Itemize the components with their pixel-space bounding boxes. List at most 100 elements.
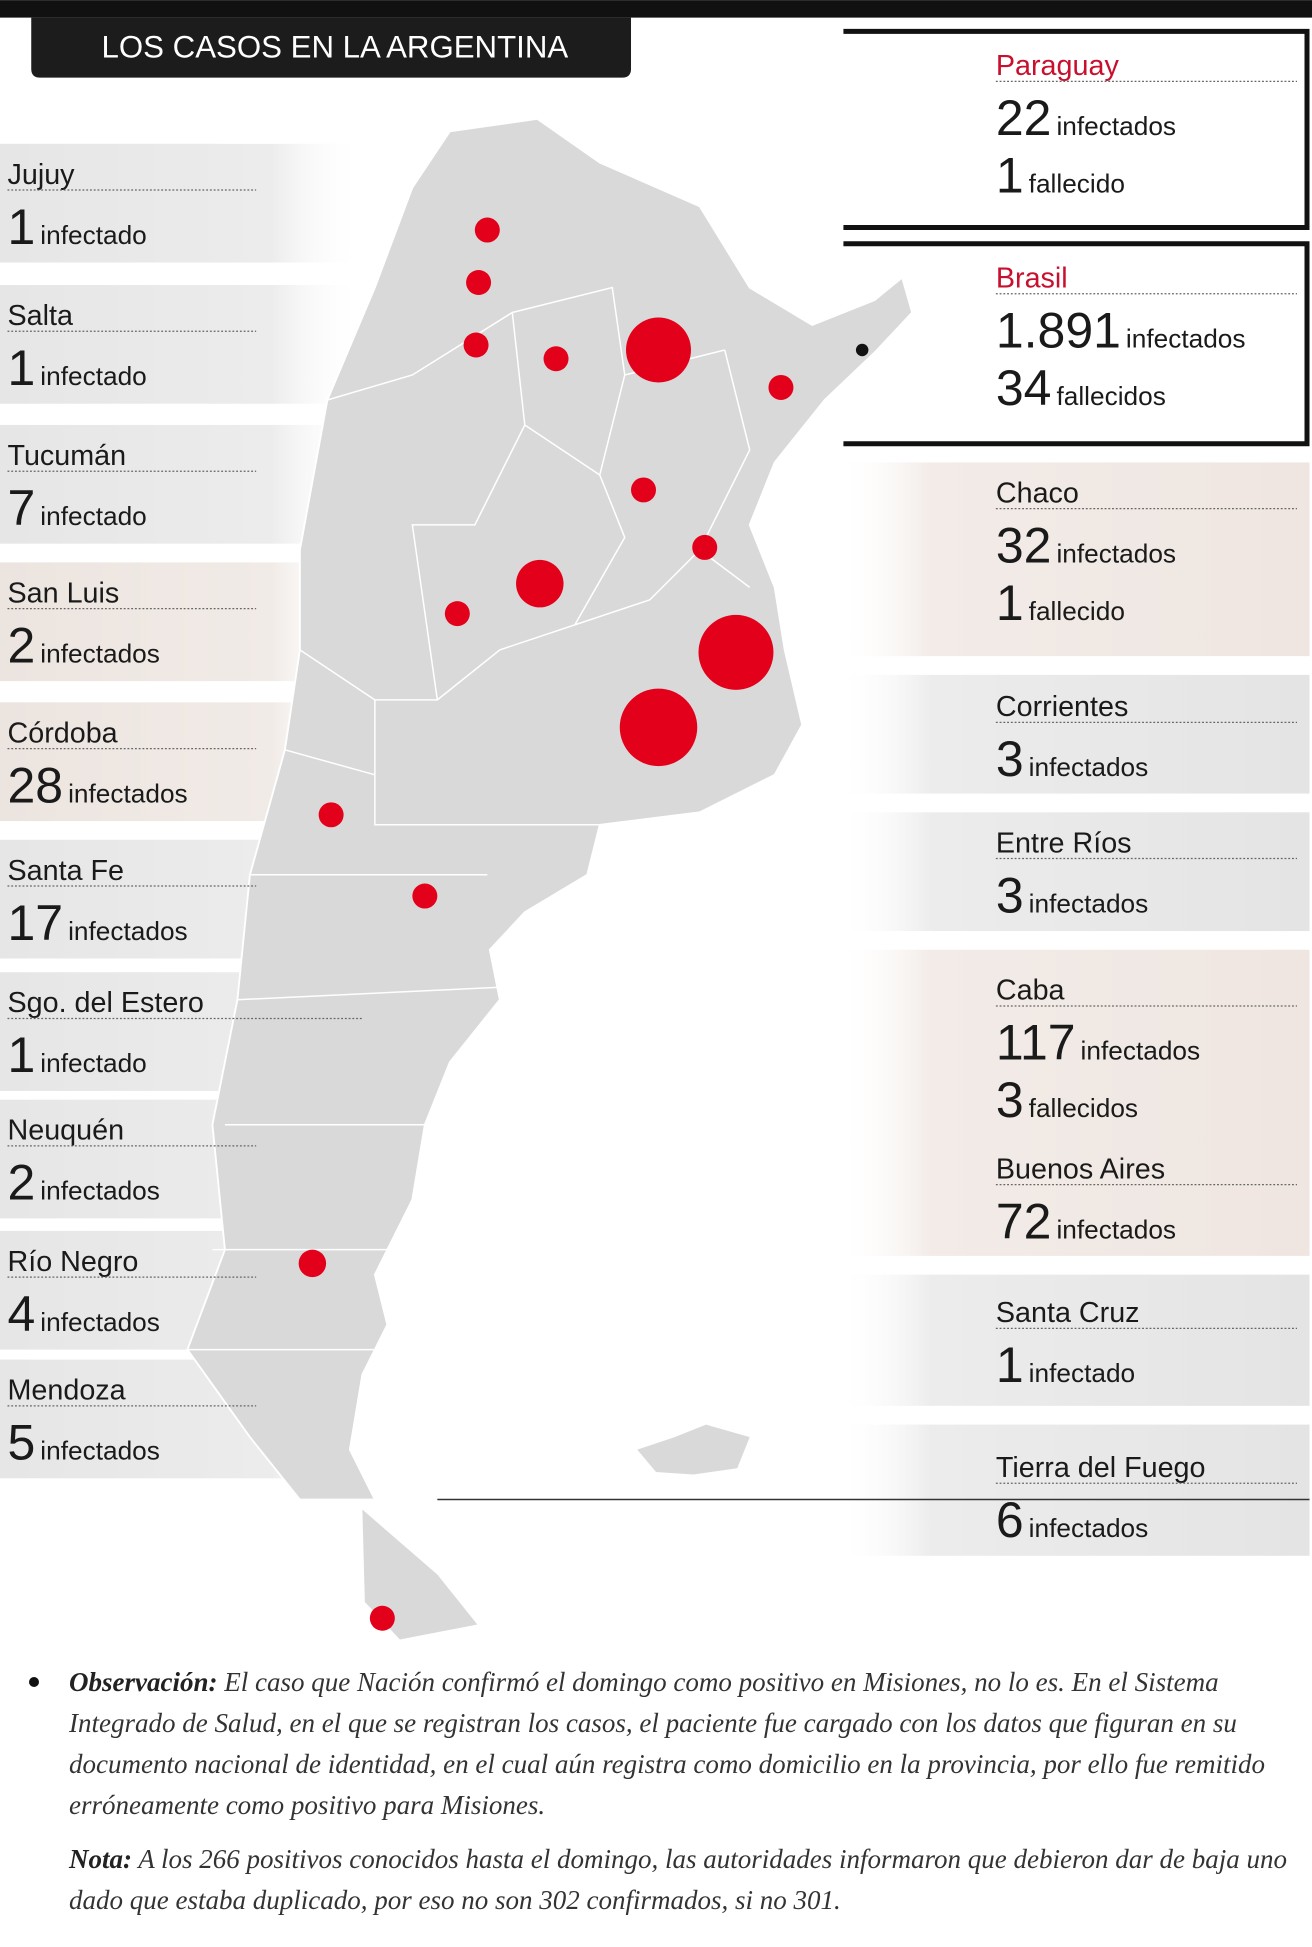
unit: infectados: [1056, 1214, 1176, 1244]
unit: fallecido: [1029, 169, 1125, 199]
note-label: Observación:: [69, 1667, 218, 1697]
count: 3: [996, 731, 1024, 787]
case-circle: [626, 317, 691, 383]
case-circle: [698, 614, 774, 690]
unit: infectado: [40, 361, 146, 391]
count-line: 22 infectados: [996, 90, 1176, 146]
panel-bg: [837, 674, 1310, 794]
panel-bg: [837, 243, 1310, 444]
count-line: 7 infectado: [7, 480, 146, 536]
count: 5: [7, 1415, 35, 1471]
case-circle: [619, 688, 698, 767]
province-name: Mendoza: [7, 1375, 125, 1407]
note: Observación: El caso que Nación confirmó…: [29, 1662, 1299, 1826]
case-circle: [466, 270, 492, 296]
province-name: Salta: [7, 300, 72, 332]
case-circle: [463, 332, 489, 358]
count-line: 72 infectados: [996, 1193, 1176, 1249]
unit: infectados: [1126, 323, 1246, 353]
count: 2: [7, 1155, 35, 1211]
count-line: 1 fallecido: [996, 575, 1125, 631]
note-label: Nota:: [69, 1844, 132, 1874]
count-line: 6 infectados: [996, 1492, 1148, 1548]
unit: infectados: [40, 1176, 160, 1206]
province-name: Sgo. del Estero: [7, 987, 203, 1019]
argentina-map: [186, 117, 914, 1501]
unit: infectados: [40, 638, 160, 668]
count-line: 1 fallecido: [996, 148, 1125, 204]
case-circle: [516, 559, 564, 608]
islands-map: [637, 1424, 750, 1475]
region-name: Corrientes: [996, 691, 1128, 723]
panel-bg: [837, 812, 1310, 932]
unit: fallecidos: [1029, 1093, 1138, 1123]
count-line: 17 infectados: [7, 895, 187, 951]
count: 1: [7, 1027, 35, 1083]
count: 4: [7, 1286, 35, 1342]
count: 3: [996, 1072, 1024, 1128]
count: 1: [996, 575, 1024, 631]
panel-bg: [837, 1274, 1310, 1406]
map: [186, 117, 914, 1640]
case-circle: [543, 346, 569, 372]
region-name: Tierra del Fuego: [996, 1452, 1206, 1484]
panel-bg: [837, 1424, 1310, 1556]
case-circle: [692, 534, 718, 560]
title-box: [31, 17, 632, 78]
province-name: Jujuy: [7, 159, 75, 191]
note-text: A los 266 positivos conocidos hasta el d…: [69, 1844, 1287, 1915]
count-line: 34 fallecidos: [996, 360, 1166, 416]
unit: infectados: [1081, 1036, 1201, 1066]
count-line: 3 infectados: [996, 867, 1148, 923]
count-line: 2 infectados: [7, 1155, 159, 1211]
count: 1: [7, 340, 35, 396]
count-line: 3 infectados: [996, 731, 1148, 787]
case-circle: [412, 883, 438, 909]
misiones-dot: [855, 343, 869, 357]
case-circle: [444, 601, 470, 627]
unit: infectados: [40, 1307, 160, 1337]
count-line: 1.891 infectados: [996, 302, 1246, 358]
note-text: El caso que Nación confirmó el domingo c…: [69, 1667, 1266, 1820]
count: 6: [996, 1492, 1024, 1548]
unit: infectados: [1029, 752, 1149, 782]
unit: fallecido: [1029, 596, 1125, 626]
count: 2: [7, 617, 35, 673]
region-name: Paraguay: [996, 50, 1120, 82]
count-line: 3 fallecidos: [996, 1072, 1138, 1128]
count-line: 32 infectados: [996, 517, 1176, 573]
count: 117: [996, 1015, 1076, 1071]
region-name: Entre Ríos: [996, 827, 1132, 859]
province-name: Santa Fe: [7, 855, 124, 887]
count: 34: [996, 360, 1052, 416]
province-name: Tucumán: [7, 440, 126, 472]
notes: Observación: El caso que Nación confirmó…: [29, 1662, 1299, 1934]
count-line: 1 infectado: [7, 340, 146, 396]
province-name: Neuquén: [7, 1115, 124, 1147]
count: 32: [996, 517, 1052, 573]
count-line: 1 infectado: [996, 1337, 1135, 1393]
panel-bg: [0, 285, 363, 404]
region-name: Buenos Aires: [996, 1153, 1165, 1185]
count-line: 117 infectados: [996, 1015, 1200, 1071]
unit: infectados: [1056, 111, 1176, 141]
count: 17: [7, 895, 63, 951]
count: 7: [7, 480, 35, 536]
unit: infectados: [1056, 538, 1176, 568]
case-circle: [298, 1249, 327, 1278]
panel-bg: [837, 31, 1310, 228]
case-circle: [369, 1605, 395, 1631]
province-name: San Luis: [7, 577, 119, 609]
count-line: 1 infectado: [7, 1027, 146, 1083]
unit: infectados: [40, 1436, 160, 1466]
panel-bg: [0, 424, 363, 544]
panel-bg: [837, 462, 1310, 657]
case-circle: [318, 802, 344, 828]
region-name: Santa Cruz: [996, 1297, 1140, 1329]
count-line: 2 infectados: [7, 617, 159, 673]
case-circle: [768, 374, 794, 400]
unit: infectado: [40, 1048, 146, 1078]
